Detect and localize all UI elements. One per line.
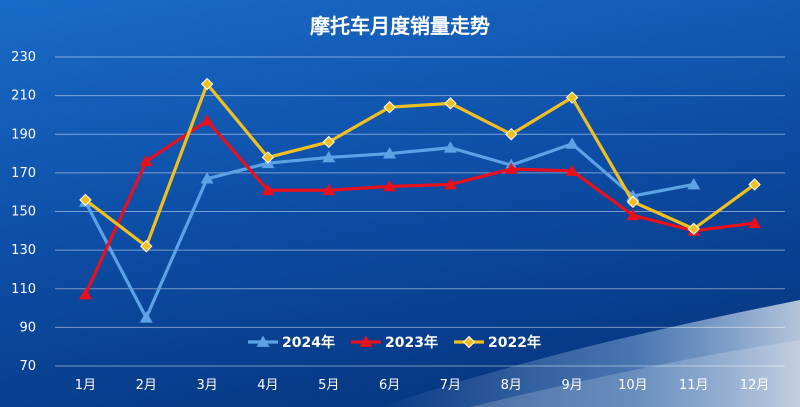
data-point [139, 311, 153, 323]
data-point [140, 240, 153, 253]
x-tick-label: 6月 [379, 378, 400, 393]
data-point [261, 183, 275, 196]
data-point [565, 137, 579, 149]
legend-label: 2024年 [282, 334, 335, 351]
x-tick-label: 7月 [440, 378, 461, 393]
y-tick-label: 230 [11, 50, 36, 65]
data-point [322, 150, 336, 163]
series-line [83, 119, 755, 296]
x-tick-label: 9月 [561, 378, 582, 393]
data-point [748, 216, 762, 228]
series-lines [78, 77, 762, 323]
data-point [139, 154, 153, 167]
legend-label: 2022年 [488, 334, 541, 351]
x-tick-label: 4月 [257, 378, 278, 393]
data-point [383, 101, 396, 114]
chart-title: 摩托车月度销量走势 [310, 14, 490, 38]
background-swoosh-inner [470, 340, 800, 407]
legend-label: 2023年 [385, 334, 438, 351]
legend: 2024年 2023年 2022年 [248, 334, 541, 351]
data-point [256, 335, 270, 347]
legend-item: 2023年 [351, 334, 438, 351]
data-point [200, 172, 214, 184]
data-point [444, 97, 457, 110]
series-1 [78, 114, 762, 300]
x-tick-label: 12月 [740, 378, 770, 393]
y-tick-label: 70 [19, 359, 36, 374]
gridlines [55, 56, 785, 367]
data-point [565, 164, 579, 176]
legend-item: 2022年 [454, 334, 541, 351]
x-tick-label: 5月 [318, 378, 339, 393]
x-tick-label: 8月 [501, 378, 522, 393]
data-point [383, 179, 397, 192]
series-2 [79, 77, 761, 253]
y-tick-label: 90 [19, 320, 36, 335]
y-tick-label: 110 [11, 282, 36, 297]
data-point [359, 335, 373, 347]
data-point [626, 195, 640, 209]
data-point [78, 288, 92, 300]
x-axis-ticks: 1月 2月 3月 4月 5月 6月 7月 8月 9月 10月 11月 12月 [75, 378, 770, 393]
data-point [626, 208, 640, 221]
y-tick-label: 190 [11, 127, 36, 142]
data-point [383, 147, 397, 159]
series-line [84, 82, 756, 248]
data-point [79, 193, 92, 207]
x-tick-label: 10月 [618, 378, 648, 393]
background-swoosh [380, 300, 800, 407]
data-point [443, 141, 457, 153]
x-tick-label: 11月 [679, 378, 709, 393]
y-tick-label: 170 [11, 166, 36, 181]
y-tick-label: 130 [11, 243, 36, 258]
data-point [200, 114, 214, 126]
data-point [443, 177, 457, 190]
legend-item: 2024年 [248, 334, 335, 351]
data-point [748, 178, 761, 191]
x-tick-label: 2月 [136, 378, 157, 393]
y-tick-label: 150 [11, 205, 36, 220]
data-point [261, 151, 275, 164]
data-point [687, 222, 700, 236]
data-point [322, 135, 335, 149]
data-point [504, 162, 518, 174]
data-point [462, 335, 476, 349]
data-point [565, 91, 579, 104]
y-tick-label: 210 [11, 89, 36, 104]
data-point [200, 77, 214, 91]
data-point [322, 183, 336, 196]
x-tick-label: 1月 [75, 378, 96, 393]
data-point [687, 177, 701, 190]
data-point [505, 128, 518, 141]
y-axis-ticks: 70 90 110 130 150 170 190 210 230 [11, 50, 36, 374]
x-tick-label: 3月 [196, 378, 217, 393]
